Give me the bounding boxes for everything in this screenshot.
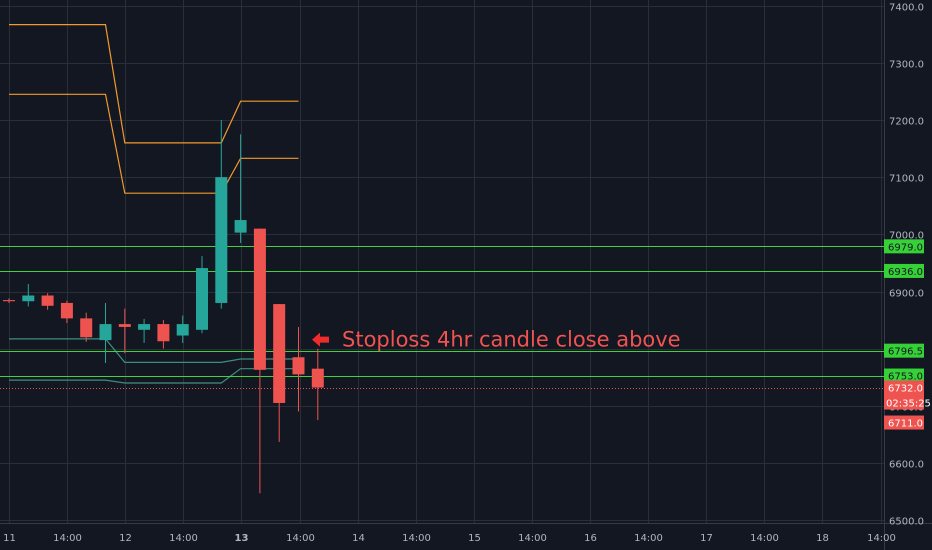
- y-tick-label: 7400.0: [889, 3, 924, 14]
- candle-body: [176, 324, 189, 336]
- level-badge-bg: [884, 263, 924, 278]
- grid: [0, 0, 884, 523]
- level-badge-bg: [884, 343, 924, 358]
- arrow-left-icon: [312, 332, 329, 347]
- candle-body: [80, 318, 93, 338]
- countdown-label: 02:35:25: [886, 399, 931, 410]
- level-badge-label: 6936.0: [888, 267, 923, 278]
- last-price-badge-bg: [884, 380, 924, 410]
- y-tick-label: 6900.0: [889, 289, 924, 300]
- last-price-badge-label: 6732.0: [888, 384, 923, 395]
- x-tick-label: 14:00: [53, 533, 82, 544]
- x-axis[interactable]: 11 14:00 12 14:00 13 14:00 14 14:00 15 14:00 16 14:…: [3, 533, 896, 544]
- annotation-text: Stoploss 4hr candle close above: [342, 328, 681, 352]
- y-tick-label: 7300.0: [889, 60, 924, 71]
- x-tick-label: 14:00: [286, 533, 315, 544]
- x-tick-label: 16: [584, 533, 597, 544]
- channel-line: [9, 24, 299, 144]
- candle-body: [22, 295, 35, 302]
- low-badge-label: 6711.0: [888, 419, 923, 430]
- x-tick-label: 14:00: [518, 533, 547, 544]
- y-tick-label: 6500.0: [889, 517, 924, 528]
- candle-body: [234, 220, 247, 233]
- level-badge-label: 6753.0: [888, 372, 923, 383]
- x-tick-label: 14:00: [750, 533, 779, 544]
- x-tick-label: 15: [468, 533, 481, 544]
- x-tick-label: 14:00: [402, 533, 431, 544]
- channel-lines: [9, 24, 299, 384]
- channel-line: [9, 338, 299, 363]
- low-badge-bg: [884, 415, 924, 430]
- candle-body: [273, 304, 286, 403]
- x-tick-label: 14:00: [634, 533, 663, 544]
- horizontal-levels: [0, 246, 884, 377]
- channel-line: [9, 93, 299, 194]
- candle-body: [292, 357, 305, 375]
- x-tick-label: 17: [700, 533, 713, 544]
- x-tick-label: 18: [816, 533, 829, 544]
- y-tick-label: 7000.0: [889, 231, 924, 242]
- candle-body: [215, 177, 228, 303]
- level-badge-bg: [884, 239, 924, 254]
- x-tick-label: 13: [235, 533, 249, 544]
- x-tick-label: 14:00: [169, 533, 198, 544]
- channel-line: [9, 368, 299, 384]
- level-badge-bg: [884, 368, 924, 383]
- x-tick-label: 14:00: [867, 533, 896, 544]
- x-tick-label: 11: [3, 533, 16, 544]
- level-badge-label: 6979.0: [888, 242, 923, 253]
- candle-body: [311, 368, 324, 388]
- candle-body: [118, 324, 131, 327]
- candle-body: [99, 324, 112, 341]
- candles: [3, 120, 324, 494]
- x-tick-label: 14: [352, 533, 365, 544]
- candle-body: [157, 324, 170, 342]
- y-tick-label: 7200.0: [889, 117, 924, 128]
- candle-body: [253, 228, 266, 370]
- candle-body: [196, 268, 208, 330]
- candle-body: [60, 302, 73, 319]
- y-tick-label: 6600.0: [889, 460, 924, 471]
- candle-body: [138, 324, 151, 330]
- annotation: Stoploss 4hr candle close above: [312, 328, 681, 352]
- level-badge-label: 6796.5: [888, 347, 923, 358]
- y-tick-label: 7100.0: [889, 174, 924, 185]
- candle-body: [3, 300, 15, 302]
- candle-body: [41, 295, 54, 306]
- x-tick-label: 12: [119, 533, 132, 544]
